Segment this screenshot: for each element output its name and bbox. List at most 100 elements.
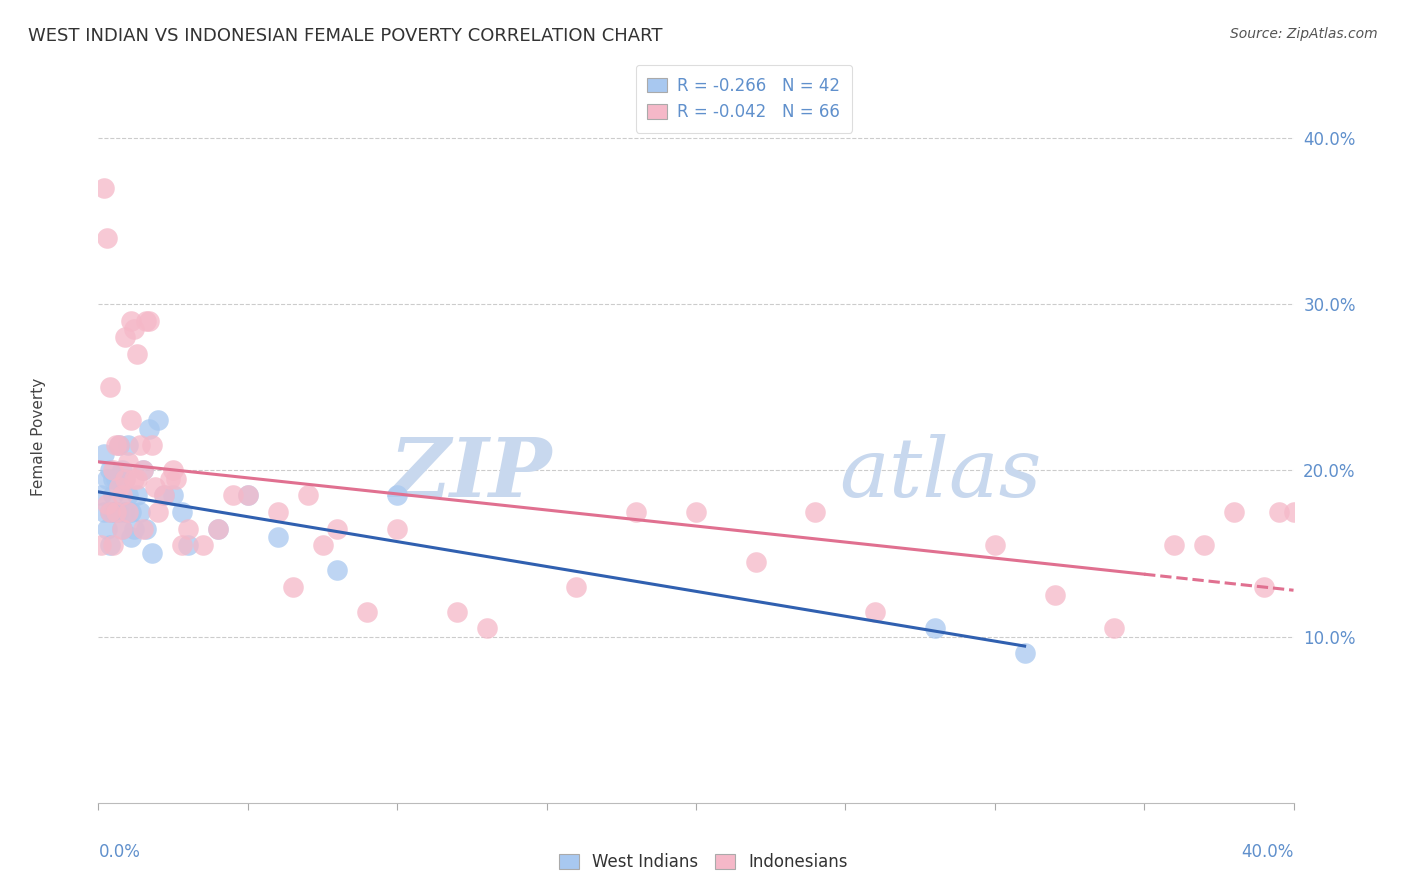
- Point: [120, 505, 142, 519]
- Point: [100, 505, 122, 519]
- Point: [177, 521, 200, 535]
- Point: [297, 488, 319, 502]
- Point: [191, 538, 214, 552]
- Point: [162, 488, 184, 502]
- Point: [127, 472, 149, 486]
- Point: [127, 488, 149, 502]
- Point: [111, 521, 134, 535]
- Point: [177, 538, 200, 552]
- Point: [446, 605, 468, 619]
- Point: [1192, 538, 1215, 552]
- Point: [326, 563, 349, 577]
- Point: [984, 538, 1007, 552]
- Point: [96, 497, 118, 511]
- Legend: R = -0.266   N = 42, R = -0.042   N = 66: R = -0.266 N = 42, R = -0.042 N = 66: [636, 65, 852, 133]
- Point: [129, 505, 152, 519]
- Point: [129, 438, 152, 452]
- Point: [135, 314, 157, 328]
- Point: [281, 580, 304, 594]
- Point: [141, 546, 163, 560]
- Point: [103, 538, 125, 552]
- Point: [124, 472, 146, 486]
- Point: [111, 521, 134, 535]
- Point: [100, 463, 122, 477]
- Legend: West Indians, Indonesians: West Indians, Indonesians: [550, 845, 856, 880]
- Point: [114, 330, 136, 344]
- Point: [1104, 621, 1126, 635]
- Point: [117, 455, 139, 469]
- Point: [103, 463, 125, 477]
- Point: [745, 555, 768, 569]
- Point: [924, 621, 946, 635]
- Point: [114, 472, 136, 486]
- Point: [207, 521, 229, 535]
- Text: 40.0%: 40.0%: [1241, 843, 1294, 861]
- Point: [117, 505, 139, 519]
- Point: [311, 538, 333, 552]
- Point: [685, 505, 707, 519]
- Point: [96, 521, 118, 535]
- Point: [1253, 580, 1275, 594]
- Point: [267, 505, 290, 519]
- Point: [105, 438, 128, 452]
- Point: [207, 521, 229, 535]
- Point: [162, 463, 184, 477]
- Text: 0.0%: 0.0%: [98, 843, 141, 861]
- Point: [124, 322, 146, 336]
- Point: [114, 472, 136, 486]
- Point: [114, 505, 136, 519]
- Point: [356, 605, 378, 619]
- Point: [385, 521, 409, 535]
- Point: [93, 447, 115, 461]
- Point: [111, 463, 134, 477]
- Point: [135, 521, 157, 535]
- Point: [804, 505, 827, 519]
- Point: [326, 521, 349, 535]
- Point: [143, 480, 166, 494]
- Point: [96, 472, 118, 486]
- Text: Female Poverty: Female Poverty: [31, 378, 46, 496]
- Point: [96, 230, 118, 244]
- Point: [111, 488, 134, 502]
- Point: [267, 530, 290, 544]
- Point: [222, 488, 245, 502]
- Point: [475, 621, 498, 635]
- Point: [172, 538, 194, 552]
- Point: [100, 380, 122, 394]
- Point: [565, 580, 588, 594]
- Text: ZIP: ZIP: [389, 434, 553, 514]
- Point: [159, 472, 181, 486]
- Point: [148, 505, 170, 519]
- Point: [132, 463, 155, 477]
- Point: [120, 314, 142, 328]
- Point: [108, 505, 131, 519]
- Point: [1014, 646, 1036, 660]
- Point: [385, 488, 409, 502]
- Point: [132, 521, 155, 535]
- Point: [105, 505, 128, 519]
- Point: [148, 413, 170, 427]
- Point: [138, 314, 160, 328]
- Point: [108, 438, 131, 452]
- Point: [117, 438, 139, 452]
- Point: [865, 605, 887, 619]
- Text: WEST INDIAN VS INDONESIAN FEMALE POVERTY CORRELATION CHART: WEST INDIAN VS INDONESIAN FEMALE POVERTY…: [28, 27, 662, 45]
- Point: [1282, 505, 1305, 519]
- Point: [127, 347, 149, 361]
- Point: [1163, 538, 1185, 552]
- Point: [103, 505, 125, 519]
- Point: [120, 530, 142, 544]
- Point: [236, 488, 259, 502]
- Text: Source: ZipAtlas.com: Source: ZipAtlas.com: [1230, 27, 1378, 41]
- Text: atlas: atlas: [839, 434, 1042, 514]
- Point: [138, 422, 160, 436]
- Point: [105, 505, 128, 519]
- Point: [117, 488, 139, 502]
- Point: [132, 463, 155, 477]
- Point: [120, 413, 142, 427]
- Point: [1267, 505, 1289, 519]
- Point: [236, 488, 259, 502]
- Point: [100, 538, 122, 552]
- Point: [93, 180, 115, 194]
- Point: [108, 438, 131, 452]
